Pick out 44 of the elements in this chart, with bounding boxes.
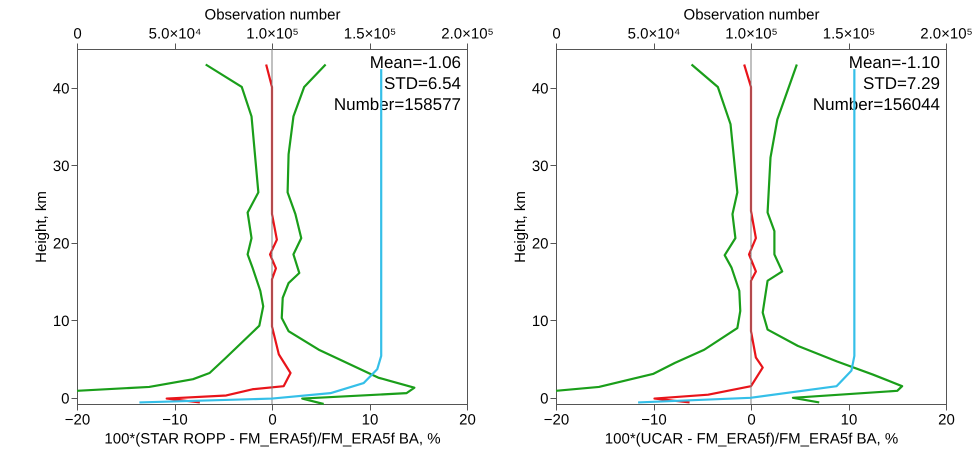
x2-tick-label: 5.0×10⁴: [148, 26, 202, 42]
annotation: STD=7.29: [862, 74, 940, 93]
x2-axis-title: Observation number: [684, 6, 820, 24]
x2-tick-label: 2.0×10⁵: [920, 26, 972, 42]
x-tick-label: 0: [747, 412, 756, 428]
x-tick-label: −20: [64, 412, 90, 428]
y-tick-label: 10: [532, 312, 548, 330]
annotation: STD=6.54: [384, 74, 461, 93]
x2-axis-title: Observation number: [204, 6, 340, 24]
x-axis-title: 100*(UCAR - FM_ERA5f)/FM_ERA5f BA, %: [604, 430, 898, 448]
line-series: [166, 63, 292, 404]
x-tick-label: 20: [459, 412, 476, 428]
x-tick-label: 0: [268, 412, 277, 428]
y-axis-title: Height, km: [32, 191, 50, 263]
x2-tick-label: 1.0×10⁵: [246, 26, 299, 42]
x-tick-label: 20: [938, 412, 955, 428]
y-tick-label: 0: [540, 390, 548, 408]
annotation: Mean=-1.10: [848, 53, 940, 72]
x2-tick-label: 1.5×10⁵: [344, 26, 396, 42]
x2-tick-label: 1.0×10⁵: [725, 26, 778, 42]
x-tick-label: 10: [840, 412, 858, 428]
annotation: Mean=-1.06: [370, 53, 461, 72]
y-tick-label: 20: [52, 235, 70, 252]
x2-tick-label: 2.0×10⁵: [441, 26, 494, 42]
y-tick-label: 30: [532, 158, 548, 175]
x2-tick-label: 0: [73, 26, 82, 42]
line-series: [76, 63, 264, 392]
x-tick-label: −10: [641, 412, 667, 428]
y-tick-label: 40: [532, 80, 548, 98]
line-series: [554, 63, 742, 392]
x2-tick-label: 0: [552, 26, 561, 42]
y-tick-label: 20: [532, 235, 548, 252]
y-tick-label: 40: [52, 80, 70, 98]
y-axis-title: Height, km: [512, 191, 529, 263]
x-axis-title: 100*(STAR ROPP - FM_ERA5f)/FM_ERA5f BA, %: [104, 430, 441, 448]
x-tick-label: −10: [162, 412, 188, 428]
x-tick-label: 10: [362, 412, 378, 428]
x-tick-label: −20: [544, 412, 570, 428]
y-tick-label: 30: [52, 158, 70, 175]
line-series: [653, 63, 764, 404]
x2-tick-label: 1.5×10⁵: [822, 26, 876, 42]
x2-tick-label: 5.0×10⁴: [628, 26, 680, 42]
y-tick-label: 0: [61, 390, 70, 408]
y-tick-label: 10: [52, 312, 70, 330]
